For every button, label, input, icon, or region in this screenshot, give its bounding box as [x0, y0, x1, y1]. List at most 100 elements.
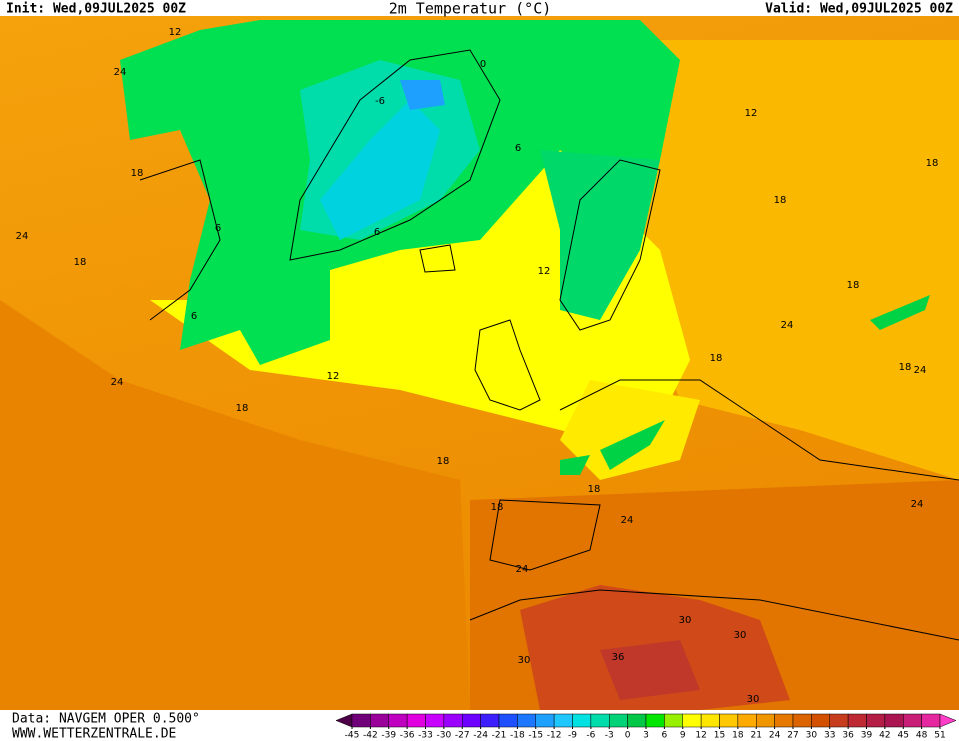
isotherm-label: 0 — [480, 59, 486, 70]
isotherm-label: 24 — [911, 499, 924, 510]
legend-tick-label: 36 — [842, 731, 854, 741]
legend-swatch — [847, 713, 867, 728]
color-bar: -45 -42 -39 -36 -33 -30 -27 -24 -21 -18 -15 -12 -9 -6… — [335, 713, 957, 741]
legend-swatch — [406, 713, 426, 728]
legend-tick-label: 30 — [806, 731, 818, 741]
isotherm-labels: 12241824182418121866-6066121218181824181… — [16, 27, 939, 705]
legend-swatch — [590, 713, 610, 728]
isotherm-label: 30 — [518, 655, 531, 666]
valid-time: Valid: Wed,09JUL2025 00Z — [765, 2, 953, 17]
legend-swatch — [682, 713, 702, 728]
legend-swatch — [664, 713, 683, 728]
legend-tick-label: -9 — [568, 731, 577, 741]
isotherm-label: 18 — [588, 484, 601, 495]
legend-tick-label: 6 — [662, 731, 668, 741]
isotherm-label: 18 — [926, 158, 939, 169]
legend-tick-label: 42 — [879, 731, 890, 741]
coastlines — [139, 49, 959, 641]
isotherm-label: 6 — [215, 223, 221, 234]
legend-swatch — [388, 713, 408, 728]
isotherm-label: 18 — [74, 257, 87, 268]
legend-swatch — [700, 713, 720, 728]
legend-tick-label: -27 — [455, 731, 470, 741]
legend-tick-label: -36 — [400, 731, 415, 741]
isotherm-label: 24 — [16, 231, 29, 242]
isotherm-label: 18 — [847, 280, 860, 291]
site-name: WWW.WETTERZENTRALE.DE — [12, 727, 176, 741]
legend-swatch — [609, 713, 628, 728]
temperature-field — [0, 16, 959, 710]
isotherm-label: 18 — [710, 353, 723, 364]
legend-swatch — [811, 713, 830, 728]
isotherm-label: 36 — [612, 652, 625, 663]
isotherm-label: 24 — [114, 67, 127, 78]
legend-tick-label: 27 — [787, 731, 798, 741]
isotherm-label: 12 — [169, 27, 182, 38]
isotherm-label: 18 — [236, 403, 249, 414]
legend-swatch — [425, 713, 445, 728]
isotherm-label: 18 — [491, 502, 504, 513]
legend-tick-label: 15 — [714, 731, 725, 741]
legend-tick-label: 33 — [824, 731, 835, 741]
isotherm-label: 24 — [781, 320, 794, 331]
legend-swatch — [517, 713, 536, 728]
legend-tick-label: 24 — [769, 731, 781, 741]
legend-tick-label: 45 — [898, 731, 909, 741]
legend-swatch — [884, 713, 904, 728]
legend-tick-label: 39 — [861, 731, 873, 741]
isotherm-label: 18 — [774, 195, 787, 206]
legend-tick-label: 12 — [695, 731, 706, 741]
header: Init: Wed,09JUL2025 00Z 2m Temperatur (°… — [0, 0, 959, 18]
legend-tick-label: 0 — [625, 731, 631, 741]
legend-tick-label: 18 — [732, 731, 744, 741]
legend-tick-label: -42 — [363, 731, 378, 741]
legend-swatch — [572, 713, 592, 728]
legend-tick-label: -6 — [586, 731, 595, 741]
isotherm-label: 24 — [516, 564, 529, 575]
legend-tick-label: -21 — [492, 731, 507, 741]
legend-tick-label: -39 — [381, 731, 396, 741]
legend-swatch — [627, 713, 647, 728]
legend-swatch — [462, 713, 481, 728]
legend-tick-label: -18 — [510, 731, 525, 741]
isotherm-label: 18 — [899, 362, 912, 373]
isotherm-label: -6 — [375, 96, 385, 107]
legend-swatch — [756, 713, 775, 728]
legend-swatch — [921, 713, 941, 728]
isotherm-label: 24 — [621, 515, 634, 526]
legend-swatch — [351, 713, 371, 728]
isotherm-label: 18 — [437, 456, 450, 467]
legend-swatch — [774, 713, 794, 728]
isotherm-label: 24 — [111, 377, 124, 388]
legend-tick-label: -45 — [345, 731, 360, 741]
isotherm-label: 18 — [131, 168, 144, 179]
data-source: Data: NAVGEM OPER 0.500° — [12, 712, 200, 727]
legend-tick-label: 9 — [680, 731, 686, 741]
isotherm-label: 24 — [914, 365, 927, 376]
isotherm-label: 12 — [327, 371, 340, 382]
legend-tick-label: 21 — [751, 731, 762, 741]
legend-tick-label: -15 — [528, 731, 543, 741]
legend-tick-label: -24 — [473, 731, 488, 741]
legend-swatch — [535, 713, 555, 728]
isotherm-label: 6 — [374, 227, 380, 238]
isotherm-label: 12 — [745, 108, 758, 119]
isotherm-label: 30 — [679, 615, 692, 626]
isotherm-label: 6 — [515, 143, 521, 154]
legend-swatch — [498, 713, 518, 728]
legend-tick-label: -30 — [437, 731, 452, 741]
legend-swatch — [829, 713, 849, 728]
legend-swatch — [645, 713, 665, 728]
legend-swatch — [866, 713, 886, 728]
legend-swatch — [737, 713, 757, 728]
legend-tick-label: -12 — [547, 731, 562, 741]
legend-swatch — [553, 713, 573, 728]
legend-swatch — [792, 713, 812, 728]
isotherm-label: 30 — [747, 694, 760, 705]
legend-tick-label: -3 — [605, 731, 614, 741]
isotherm-label: 6 — [191, 311, 197, 322]
init-time: Init: Wed,09JUL2025 00Z — [6, 2, 186, 17]
legend-swatch — [370, 713, 389, 728]
legend-tick-label: 48 — [916, 731, 928, 741]
